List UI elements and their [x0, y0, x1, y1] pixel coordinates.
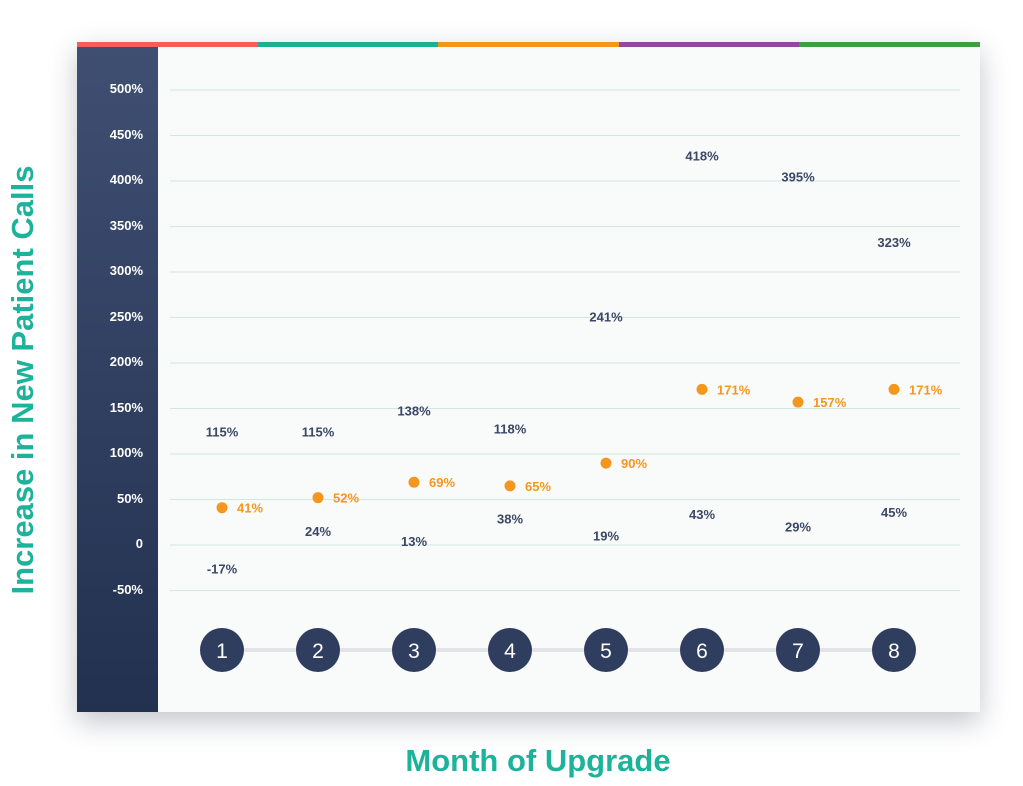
- y-tick-label: 300%: [109, 263, 143, 278]
- mid-label: 171%: [717, 382, 751, 397]
- mid-marker: [216, 502, 228, 514]
- low-label: 13%: [401, 534, 427, 549]
- mid-label: 157%: [813, 395, 847, 410]
- mid-label: 171%: [909, 382, 943, 397]
- high-label: 395%: [781, 170, 815, 185]
- mid-label: 65%: [525, 479, 551, 494]
- y-tick-label: 200%: [109, 354, 143, 369]
- month-badge: [680, 628, 724, 672]
- low-label: 29%: [785, 520, 811, 535]
- y-tick-label: 0: [135, 536, 143, 551]
- month-badge: [296, 628, 340, 672]
- y-tick-label: 350%: [109, 217, 143, 233]
- month-badge: [776, 628, 820, 672]
- mid-label: 41%: [237, 501, 263, 516]
- y-tick-label: -50%: [112, 581, 143, 597]
- mid-label: 69%: [429, 475, 455, 490]
- chart-card: [77, 42, 980, 712]
- mid-marker: [696, 383, 708, 395]
- y-axis-band: [77, 47, 158, 712]
- stripe-segment-4: [618, 42, 800, 47]
- y-tick-label: 500%: [109, 81, 143, 96]
- month-label: 4: [504, 640, 516, 663]
- x-axis-title: Month of Upgrade: [405, 743, 671, 778]
- month-badge: [392, 628, 436, 672]
- month-badge: [200, 628, 244, 672]
- month-label: 3: [408, 640, 420, 663]
- y-tick-label: 150%: [109, 399, 143, 415]
- low-label: -17%: [207, 561, 238, 576]
- y-tick-label: 100%: [109, 445, 143, 460]
- mid-marker: [888, 383, 900, 395]
- month-label: 1: [216, 640, 228, 663]
- mid-label: 52%: [333, 491, 359, 506]
- high-label: 241%: [589, 310, 623, 325]
- y-tick-label: 50%: [116, 490, 143, 506]
- month-label: 5: [600, 640, 612, 663]
- low-label: 19%: [593, 529, 619, 544]
- stripe-segment-1: [77, 42, 258, 47]
- mid-marker: [600, 457, 612, 469]
- month-badge: [872, 628, 916, 672]
- month-label: 2: [312, 640, 324, 663]
- low-label: 43%: [689, 507, 715, 522]
- high-label: 138%: [397, 403, 431, 418]
- month-label: 6: [696, 640, 708, 663]
- stripe-segment-3: [438, 42, 619, 47]
- stripe-segment-2: [257, 42, 439, 47]
- stripe-segment-5: [799, 42, 980, 47]
- mid-marker: [792, 396, 804, 408]
- y-tick-label: 400%: [109, 172, 143, 187]
- mid-marker: [504, 480, 516, 492]
- high-label: 418%: [685, 149, 719, 164]
- month-badge: [584, 628, 628, 672]
- low-label: 24%: [305, 524, 331, 539]
- high-label: 118%: [494, 422, 527, 437]
- mid-label: 90%: [621, 456, 647, 471]
- high-label: 115%: [302, 424, 335, 439]
- mid-marker: [312, 492, 324, 504]
- month-label: 7: [792, 640, 804, 663]
- y-tick-label: 450%: [109, 126, 143, 142]
- month-label: 8: [888, 640, 900, 663]
- month-badge: [488, 628, 532, 672]
- y-tick-label: 250%: [109, 308, 143, 324]
- mid-marker: [408, 476, 420, 488]
- high-label: 323%: [877, 235, 911, 250]
- low-label: 38%: [497, 511, 523, 526]
- high-label: 115%: [206, 424, 239, 439]
- y-axis-title: Increase in New Patient Calls: [5, 165, 40, 595]
- color-stripe: [77, 42, 980, 47]
- low-label: 45%: [881, 505, 907, 520]
